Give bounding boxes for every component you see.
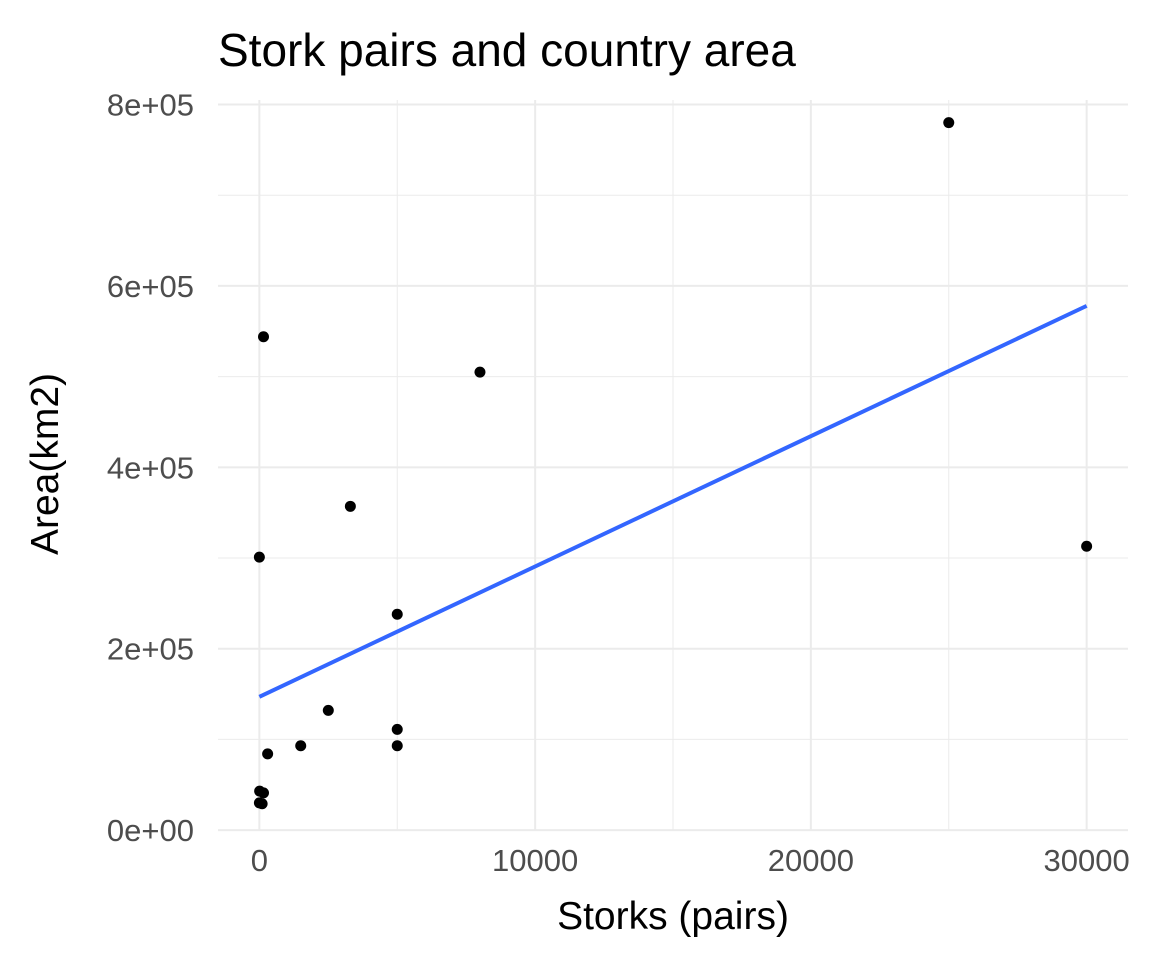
y-axis-ticks: 0e+00 2e+05 4e+05 6e+05 8e+05 bbox=[107, 88, 194, 849]
data-point bbox=[262, 748, 274, 760]
x-tick-label: 20000 bbox=[768, 843, 854, 878]
data-point bbox=[344, 500, 356, 512]
data-point bbox=[295, 740, 307, 752]
x-tick-label: 0 bbox=[251, 843, 268, 878]
grid bbox=[218, 100, 1128, 832]
y-tick-label: 4e+05 bbox=[107, 450, 194, 485]
data-point bbox=[253, 797, 265, 809]
y-tick-label: 8e+05 bbox=[107, 88, 194, 123]
regression-line bbox=[258, 304, 1088, 699]
chart-title: Stork pairs and country area bbox=[218, 24, 796, 76]
x-axis-title: Storks (pairs) bbox=[557, 895, 789, 938]
data-point bbox=[258, 787, 269, 799]
x-tick-label: 10000 bbox=[492, 843, 578, 878]
data-point bbox=[253, 551, 265, 563]
y-tick-label: 0e+00 bbox=[107, 813, 194, 848]
y-tick-label: 6e+05 bbox=[107, 269, 194, 304]
data-point bbox=[322, 704, 334, 716]
y-axis-title: Area(km2) bbox=[24, 373, 67, 555]
x-axis-ticks: 0 10000 20000 30000 bbox=[251, 843, 1130, 878]
data-point bbox=[391, 723, 403, 735]
data-point bbox=[1081, 540, 1093, 552]
data-point bbox=[391, 608, 403, 620]
data-point bbox=[474, 366, 486, 378]
y-tick-label: 2e+05 bbox=[107, 632, 194, 667]
data-point bbox=[943, 117, 955, 129]
points-layer bbox=[253, 117, 1093, 810]
data-point bbox=[391, 740, 403, 752]
data-point bbox=[258, 331, 269, 343]
fit-line-layer bbox=[258, 304, 1088, 699]
x-tick-label: 30000 bbox=[1044, 843, 1130, 878]
